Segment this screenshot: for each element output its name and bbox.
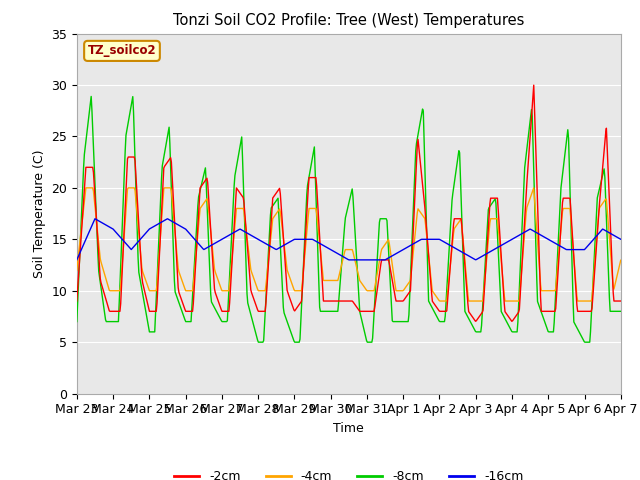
Text: TZ_soilco2: TZ_soilco2 — [88, 44, 156, 58]
X-axis label: Time: Time — [333, 422, 364, 435]
Y-axis label: Soil Temperature (C): Soil Temperature (C) — [33, 149, 45, 278]
Title: Tonzi Soil CO2 Profile: Tree (West) Temperatures: Tonzi Soil CO2 Profile: Tree (West) Temp… — [173, 13, 525, 28]
Legend: -2cm, -4cm, -8cm, -16cm: -2cm, -4cm, -8cm, -16cm — [170, 465, 528, 480]
